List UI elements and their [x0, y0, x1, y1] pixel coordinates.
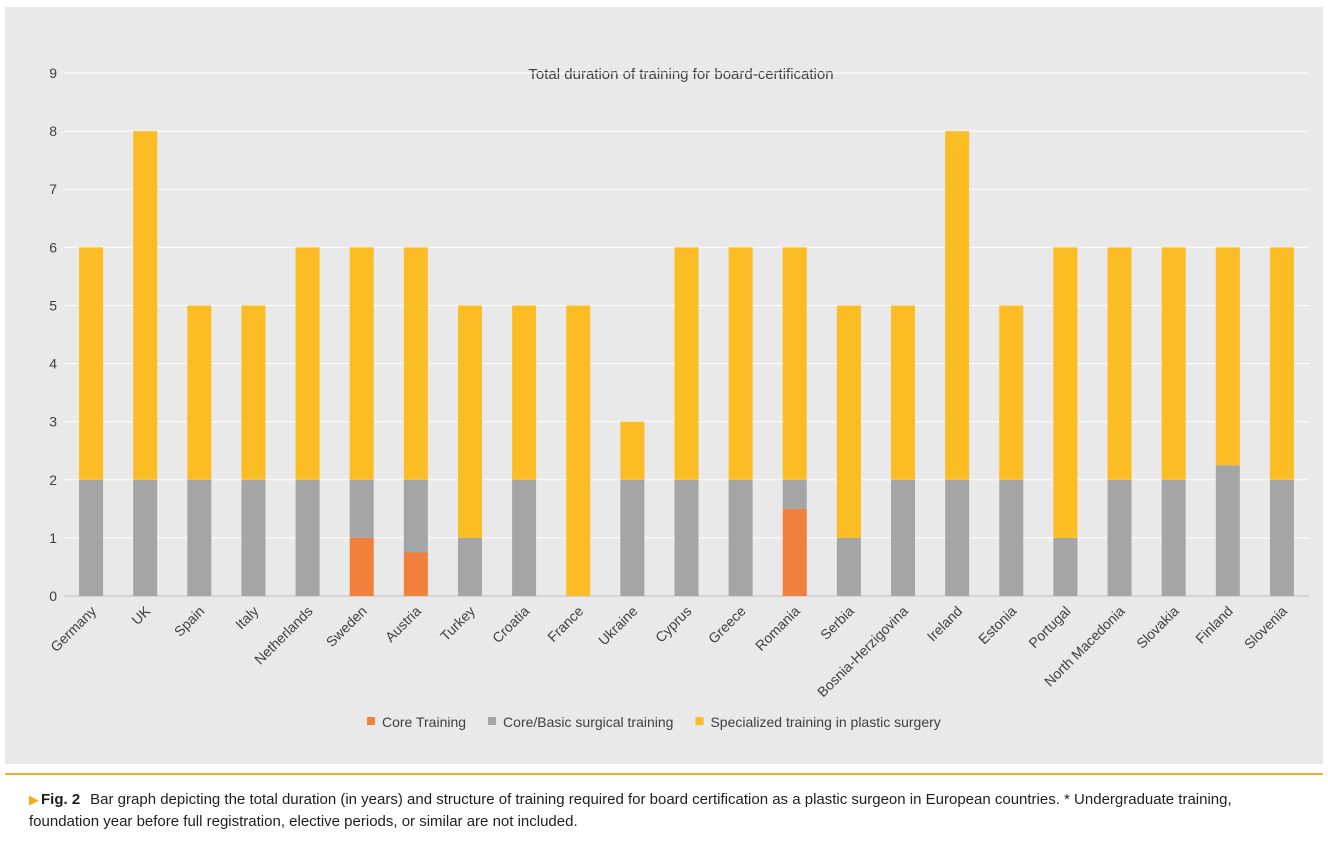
caption-label: Fig. 2	[41, 791, 81, 808]
bar-segment	[457, 305, 482, 538]
caption-body: Bar graph depicting the total duration (…	[29, 791, 1232, 830]
x-tick-label: Austria	[382, 603, 424, 645]
y-tick-label: 0	[49, 588, 57, 604]
bar-segment	[620, 479, 645, 596]
x-tick-label: Romania	[752, 603, 803, 654]
x-tick-label: Estonia	[975, 603, 1019, 647]
caption-marker-icon: ▶	[29, 792, 39, 807]
bar-segment	[891, 305, 916, 480]
bar-segment	[728, 479, 753, 596]
bar-segment	[1161, 247, 1186, 480]
legend-label: Specialized training in plastic surgery	[710, 714, 940, 730]
bar-segment	[836, 537, 861, 596]
figure-caption: ▶ Fig. 2 Bar graph depicting the total dur…	[29, 789, 1299, 833]
bar-segment	[945, 131, 970, 480]
bar-segment	[241, 305, 266, 480]
bar-segment	[295, 479, 320, 596]
bar-segment	[1269, 247, 1294, 480]
legend-swatch	[367, 717, 375, 725]
y-tick-label: 1	[49, 530, 57, 546]
bar-segment	[512, 479, 537, 596]
bar-segment	[1215, 465, 1240, 596]
bar-segment	[349, 479, 374, 538]
y-tick-label: 5	[49, 297, 57, 313]
y-tick-label: 7	[49, 181, 57, 197]
chart-title: Total duration of training for board-cer…	[528, 66, 833, 83]
bar-segment	[187, 305, 212, 480]
x-tick-label: Bosnia-Herzigovina	[814, 603, 911, 700]
bar-segment	[782, 247, 807, 480]
bar-segment	[457, 537, 482, 596]
bar-segment	[403, 479, 428, 553]
bar-segment	[1161, 479, 1186, 596]
figure-caption-box: ▶ Fig. 2 Bar graph depicting the total dur…	[5, 773, 1323, 847]
x-tick-label: Cyprus	[652, 603, 695, 646]
legend: Core Training Core/Basic surgical trainin…	[367, 714, 941, 730]
x-tick-label: Slovenia	[1241, 603, 1290, 652]
bar-segment	[1269, 479, 1294, 596]
bar-segment	[1053, 247, 1078, 538]
x-tick-label: Ireland	[924, 603, 966, 645]
bar-segment	[999, 479, 1024, 596]
bar-segment	[1053, 537, 1078, 596]
x-tick-label: Ukraine	[595, 603, 641, 649]
x-tick-label: Finland	[1192, 603, 1236, 647]
bar-segment	[349, 537, 374, 596]
bar-segment	[1107, 247, 1132, 480]
bar-segment	[403, 247, 428, 480]
bar-segment	[566, 305, 591, 596]
x-tick-label: Serbia	[817, 603, 857, 643]
legend-label: Core Training	[382, 714, 466, 730]
bar-segment	[79, 479, 104, 596]
stacked-bar-chart: Total duration of training for board-cer…	[47, 65, 1309, 730]
x-tick-label: Croatia	[489, 603, 532, 646]
x-tick-label: Sweden	[323, 603, 370, 650]
bar-segment	[620, 421, 645, 480]
y-tick-label: 4	[49, 356, 57, 372]
x-tick-label: France	[544, 603, 586, 645]
x-tick-label: Spain	[171, 603, 208, 640]
y-axis-tick-labels: 0 1 2 3 4 5 6 7 8 9	[49, 65, 57, 604]
x-tick-label: UK	[128, 602, 154, 628]
x-tick-label: Greece	[705, 603, 749, 647]
bar-segment	[241, 479, 266, 596]
bar-segment	[674, 479, 699, 596]
legend-swatch	[488, 717, 497, 725]
bar-segment	[403, 552, 428, 596]
bar-segment	[295, 247, 320, 480]
x-tick-label: Netherlands	[251, 603, 316, 668]
bar-segment	[1215, 247, 1240, 466]
y-tick-label: 2	[49, 472, 57, 488]
bar-segment	[349, 247, 374, 480]
legend-swatch	[695, 717, 704, 725]
bar-segment	[836, 305, 861, 538]
y-tick-label: 3	[49, 414, 57, 430]
x-tick-label: Italy	[232, 603, 261, 632]
bar-segment	[782, 479, 807, 509]
bar-segment	[133, 479, 158, 596]
chart-panel: Total duration of training for board-cer…	[5, 7, 1323, 764]
bar-segment	[782, 508, 807, 596]
y-tick-label: 6	[49, 239, 57, 255]
bar-segment	[187, 479, 212, 596]
bar-segment	[674, 247, 699, 480]
bars	[79, 131, 1294, 596]
bar-segment	[891, 479, 916, 596]
bar-segment	[1107, 479, 1132, 596]
x-tick-label: Germany	[47, 603, 99, 655]
bar-segment	[945, 479, 970, 596]
bar-segment	[79, 247, 104, 480]
y-tick-label: 8	[49, 123, 57, 139]
bar-segment	[512, 305, 537, 480]
x-tick-label: Turkey	[437, 603, 478, 644]
legend-label: Core/Basic surgical training	[503, 714, 673, 730]
bar-segment	[999, 305, 1024, 480]
bar-segment	[133, 131, 158, 480]
y-tick-label: 9	[49, 65, 57, 81]
x-tick-label: Portugal	[1025, 603, 1073, 651]
x-tick-label: Slovakia	[1133, 603, 1182, 652]
bar-segment	[728, 247, 753, 480]
